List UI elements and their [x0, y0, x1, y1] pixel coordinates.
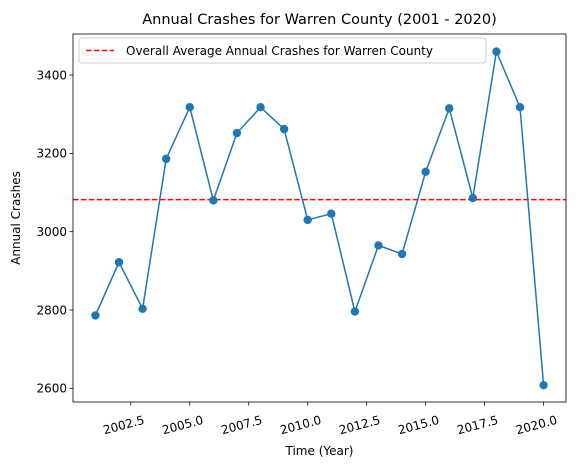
- data-point: [539, 380, 548, 390]
- data-point: [445, 104, 454, 113]
- data-point: [161, 154, 171, 164]
- data-point: [374, 241, 383, 250]
- data-point: [232, 128, 242, 138]
- chart-title: Annual Crashes for Warren County (2001 -…: [142, 12, 497, 28]
- data-point: [421, 167, 430, 177]
- legend: Overall Average Annual Crashes for Warre…: [78, 37, 487, 64]
- data-point: [350, 307, 360, 316]
- data-point: [185, 103, 194, 112]
- data-point: [303, 215, 312, 225]
- legend-box: [78, 37, 487, 64]
- data-point: [256, 103, 265, 112]
- y-axis-title: Annual Crashes: [9, 171, 23, 265]
- x-axis-title: Time (Year): [285, 444, 354, 458]
- series-line: [94, 50, 545, 386]
- data-point: [114, 258, 124, 267]
- legend-entry-average: Overall Average Annual Crashes for Warre…: [126, 44, 433, 58]
- data-point: [397, 249, 407, 259]
- y-tick-label: 2600: [36, 382, 67, 396]
- data-point: [492, 47, 501, 56]
- data-point: [209, 196, 218, 205]
- y-tick-label: 3000: [36, 225, 67, 239]
- axes-frame: [72, 33, 567, 403]
- data-point: [327, 209, 336, 218]
- data-point: [91, 311, 100, 320]
- data-point: [279, 124, 289, 134]
- data-point: [138, 304, 147, 314]
- y-tick-label: 2800: [36, 303, 67, 317]
- y-tick-label: 3400: [36, 68, 67, 82]
- data-point: [468, 193, 478, 203]
- data-point: [515, 103, 525, 112]
- y-tick-label: 3200: [36, 147, 67, 161]
